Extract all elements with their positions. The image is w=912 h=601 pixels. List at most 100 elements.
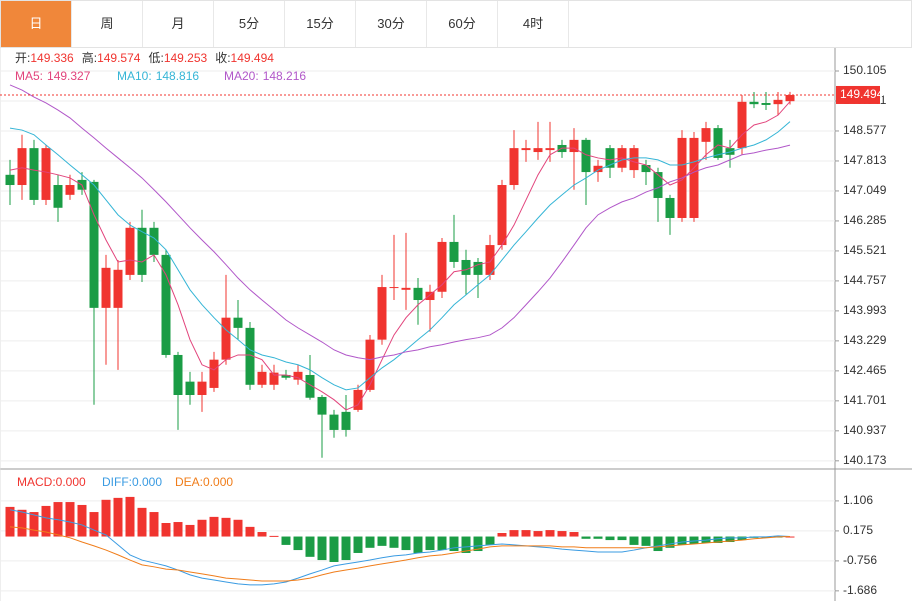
legend-name: MA20:	[224, 69, 259, 83]
candle-body	[341, 411, 351, 430]
candle-body	[257, 371, 267, 385]
macd-bar	[305, 536, 315, 557]
legend-entry: DIFF:0.000	[102, 475, 162, 489]
y-tick-label: 141.701	[843, 393, 887, 407]
y-tick-label: 143.229	[843, 333, 887, 347]
macd-bar	[317, 536, 327, 561]
candle-body	[485, 245, 495, 275]
macd-bar	[77, 504, 87, 537]
macd-bar	[329, 536, 339, 562]
y-tick-label: 147.813	[843, 153, 887, 167]
tab[interactable]: 30分	[356, 1, 427, 47]
y-tick-label: -0.756	[843, 553, 877, 567]
macd-bar	[461, 536, 471, 553]
macd-bar	[485, 536, 495, 545]
candle-body	[437, 241, 447, 292]
candle-body	[17, 148, 27, 186]
y-tick-label: 146.285	[843, 213, 887, 227]
ohlc-value: 149.336	[30, 51, 74, 65]
macd-bar	[557, 531, 567, 537]
macd-bar	[17, 509, 27, 537]
macd-bar	[533, 531, 543, 537]
y-tick-label: 148.577	[843, 123, 887, 137]
macd-bar	[65, 502, 75, 537]
candle-body	[137, 227, 147, 275]
macd-bar	[545, 530, 555, 537]
legend-value: 0.000	[56, 475, 86, 489]
macd-bar	[605, 536, 615, 541]
macd-bar	[677, 536, 687, 545]
y-tick-label: 145.521	[843, 243, 887, 257]
macd-bar	[725, 536, 735, 543]
macd-bar	[293, 536, 303, 551]
macd-bar	[413, 536, 423, 553]
macd-bar	[629, 536, 639, 545]
legend-value: 148.216	[263, 69, 307, 83]
y-tick-label: 143.993	[843, 303, 887, 317]
candle-body	[545, 148, 555, 151]
y-tick-label: 147.049	[843, 183, 887, 197]
legend-value: 148.816	[156, 69, 200, 83]
legend-entry: MA20: 148.216	[224, 69, 306, 83]
macd-bar	[365, 536, 375, 548]
candle-body	[761, 102, 771, 105]
candle-body	[197, 381, 207, 395]
candle-body	[401, 287, 411, 290]
candle-body	[125, 227, 135, 275]
candle-body	[233, 317, 243, 328]
tab[interactable]: 5分	[214, 1, 285, 47]
candle-body	[785, 94, 795, 102]
candle-body	[629, 148, 639, 171]
macd-bar	[509, 530, 519, 537]
candle-body	[593, 165, 603, 173]
candle-body	[713, 128, 723, 158]
ohlc-value: 149.494	[231, 51, 275, 65]
macd-bar	[161, 523, 171, 537]
tab[interactable]: 周	[72, 1, 143, 47]
y-tick-label: 142.465	[843, 363, 887, 377]
candle-body	[65, 185, 75, 195]
tab[interactable]: 日	[1, 1, 72, 47]
candle-body	[569, 139, 579, 153]
candle-body	[221, 317, 231, 360]
candle-body	[113, 269, 123, 308]
legend-name: DIFF:	[102, 475, 132, 489]
candle-body	[101, 267, 111, 308]
macd-bar	[185, 524, 195, 537]
line	[9, 509, 791, 586]
candle-body	[317, 396, 327, 415]
macd-bar	[149, 512, 159, 537]
candle-body	[269, 372, 279, 385]
candle-body	[329, 414, 339, 430]
candle-body	[461, 259, 471, 275]
line	[9, 84, 791, 361]
tab[interactable]: 月	[143, 1, 214, 47]
candle-body	[449, 241, 459, 262]
candle-body	[665, 197, 675, 218]
candle-body	[413, 287, 423, 301]
macd-bar	[29, 512, 39, 537]
tab[interactable]: 4时	[498, 1, 569, 47]
candle-body	[641, 164, 651, 173]
macd-bar	[353, 536, 363, 553]
candle-body	[581, 139, 591, 173]
y-tick-label: 150.105	[843, 63, 887, 77]
candle-body	[173, 354, 183, 395]
line	[9, 526, 791, 582]
legend-name: MACD:	[17, 475, 56, 489]
ohlc-label: 高:	[82, 50, 97, 65]
tab[interactable]: 60分	[427, 1, 498, 47]
macd-bar	[5, 506, 15, 537]
candle-body	[749, 101, 759, 105]
legend-value: 0.000	[203, 475, 233, 489]
macd-bar	[341, 536, 351, 561]
macd-bar	[389, 536, 399, 548]
macd-bar	[437, 536, 447, 551]
candle-body	[425, 291, 435, 301]
legend-entry: MACD:0.000	[17, 475, 86, 489]
macd-bar	[653, 536, 663, 552]
tab[interactable]: 15分	[285, 1, 356, 47]
ohlc-label: 开:	[15, 51, 30, 65]
candle-body	[473, 261, 483, 275]
candle-body	[53, 185, 63, 208]
